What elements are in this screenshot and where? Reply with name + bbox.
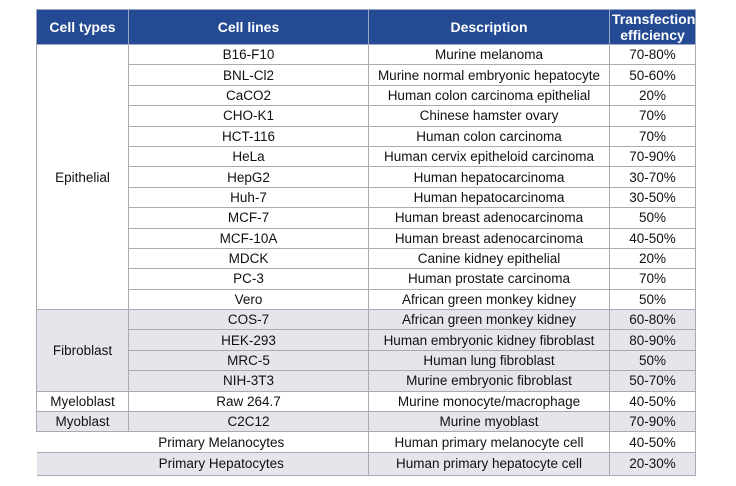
table-row: MCF-7 Human breast adenocarcinoma 50% [37, 207, 696, 229]
cell-line: BNL-Cl2 [128, 64, 369, 86]
cell-line: HepG2 [128, 166, 369, 188]
table-row: Myeloblast Raw 264.7 Murine monocyte/macro… [36, 390, 696, 413]
cell-description: Human hepatocarcinoma [368, 166, 610, 188]
cell-line: CaCO2 [128, 84, 369, 107]
cell-type: Myeloblast [36, 390, 129, 413]
cell-line: Primary Hepatocytes [36, 451, 369, 476]
cell-description: Human colon carcinoma [368, 125, 610, 147]
cell-line: HeLa [128, 145, 369, 168]
cell-line: MRC-5 [128, 349, 369, 372]
table-row: PC-3 Human prostate carcinoma 70% [37, 268, 696, 290]
cell-description: Human colon carcinoma epithelial [368, 84, 610, 107]
cell-description: Human prostate carcinoma [368, 268, 610, 290]
table-row: HEK-293 Human embryonic kidney fibroblast… [37, 329, 696, 351]
table-row: Myoblast C2C12 Murine myoblast 70-90% [36, 411, 696, 433]
cell-description: African green monkey kidney [368, 288, 610, 311]
transfection-efficiency: 30-70% [609, 166, 696, 188]
table-row: HCT-116 Human colon carcinoma 70% [37, 125, 696, 147]
transfection-efficiency: 70-90% [609, 411, 696, 433]
cell-description: Murine embryonic fibroblast [368, 370, 610, 392]
cell-line: C2C12 [128, 411, 369, 433]
table-row: Primary Hepatocytes Human primary hepatoc… [36, 451, 696, 476]
table-row: CHO-K1 Chinese hamster ovary 70% [37, 105, 696, 127]
cell-line: NIH-3T3 [128, 370, 369, 392]
table-header: Cell types Cell lines Description Transf… [36, 9, 696, 45]
cell-description: African green monkey kidney [368, 309, 610, 331]
table-row: Primary Melanocytes Human primary melanoc… [36, 431, 696, 453]
cell-description: Human cervix epitheloid carcinoma [368, 145, 610, 168]
cell-line: HEK-293 [128, 329, 369, 351]
transfection-efficiency: 70-90% [609, 145, 696, 168]
transfection-efficiency: 70-80% [609, 43, 696, 66]
cell-line: Huh-7 [128, 186, 369, 209]
cell-description: Murine normal embryonic hepatocyte [368, 64, 610, 86]
transfection-efficiency: 50% [609, 288, 696, 311]
transfection-efficiency: 40-50% [609, 227, 696, 249]
header-description: Description [368, 9, 610, 45]
table-row: Fibroblast COS-7 African green monkey kidn… [36, 309, 696, 392]
cell-description: Human primary melanocyte cell [368, 431, 610, 453]
cell-description: Human breast adenocarcinoma [368, 207, 610, 229]
cell-line: B16-F10 [128, 43, 369, 66]
cell-type: Fibroblast [36, 309, 129, 392]
cell-type: Epithelial [36, 43, 129, 311]
header-row: Cell types Cell lines Description Transf… [36, 9, 696, 45]
cell-description: Human embryonic kidney fibroblast [368, 329, 610, 351]
cell-line: MCF-10A [128, 227, 369, 249]
transfection-efficiency: 20-30% [609, 451, 696, 476]
transfection-efficiency: 50% [609, 349, 696, 372]
transfection-efficiency: 80-90% [609, 329, 696, 351]
cell-line: PC-3 [128, 268, 369, 290]
cell-lines-table: Cell types Cell lines Description Transf… [36, 9, 696, 476]
cell-description: Human hepatocarcinoma [368, 186, 610, 209]
header-cell-types: Cell types [36, 9, 129, 45]
transfection-efficiency: 30-50% [609, 186, 696, 209]
transfection-efficiency: 70% [609, 268, 696, 290]
table-row: CaCO2 Human colon carcinoma epithelial 20% [37, 84, 696, 107]
cell-line: Primary Melanocytes [36, 431, 369, 453]
table-row: Huh-7 Human hepatocarcinoma 30-50% [37, 186, 696, 209]
cell-line: COS-7 [128, 309, 369, 331]
table-row: Epithelial B16-F10 Murine melanoma 70-80% [36, 43, 696, 311]
transfection-efficiency: 60-80% [609, 309, 696, 331]
cell-description: Chinese hamster ovary [368, 105, 610, 127]
transfection-efficiency: 70% [609, 105, 696, 127]
table-row: MDCK Canine kidney epithelial 20% [37, 247, 696, 270]
transfection-efficiency: 20% [609, 247, 696, 270]
cell-description: Murine melanoma [368, 43, 610, 66]
cell-description: Murine myoblast [368, 411, 610, 433]
table-row: NIH-3T3 Murine embryonic fibroblast 50-70% [37, 370, 696, 392]
header-cell-lines: Cell lines [128, 9, 369, 45]
cell-description: Canine kidney epithelial [368, 247, 610, 270]
cell-description: Human lung fibroblast [368, 349, 610, 372]
cell-description: Murine monocyte/macrophage [368, 390, 610, 413]
transfection-efficiency: 50-70% [609, 370, 696, 392]
cell-line: HCT-116 [128, 125, 369, 147]
table-row: MCF-10A Human breast adenocarcinoma 40-50% [37, 227, 696, 249]
cell-description: Human breast adenocarcinoma [368, 227, 610, 249]
transfection-efficiency: 20% [609, 84, 696, 107]
cell-line: MCF-7 [128, 207, 369, 229]
table-row: MRC-5 Human lung fibroblast 50% [37, 349, 696, 372]
table-row: BNL-Cl2 Murine normal embryonic hepatocyt… [37, 64, 696, 86]
transfection-efficiency: 50% [609, 207, 696, 229]
table-row: HepG2 Human hepatocarcinoma 30-70% [37, 166, 696, 188]
table-row: Vero African green monkey kidney 50% [37, 288, 696, 311]
table-body: Epithelial B16-F10 Murine melanoma 70-80% BN… [36, 43, 696, 476]
cell-line: MDCK [128, 247, 369, 270]
cell-line: Raw 264.7 [128, 390, 369, 413]
transfection-efficiency: 40-50% [609, 390, 696, 413]
transfection-efficiency: 50-60% [609, 64, 696, 86]
cell-line: Vero [128, 288, 369, 311]
cell-type: Myoblast [36, 411, 129, 433]
transfection-efficiency: 70% [609, 125, 696, 147]
cell-line: CHO-K1 [128, 105, 369, 127]
table-row: HeLa Human cervix epitheloid carcinoma 70-… [37, 145, 696, 168]
cell-description: Human primary hepatocyte cell [368, 451, 610, 476]
header-transfection-efficiency: Transfection efficiency [609, 9, 696, 45]
transfection-efficiency: 40-50% [609, 431, 696, 453]
